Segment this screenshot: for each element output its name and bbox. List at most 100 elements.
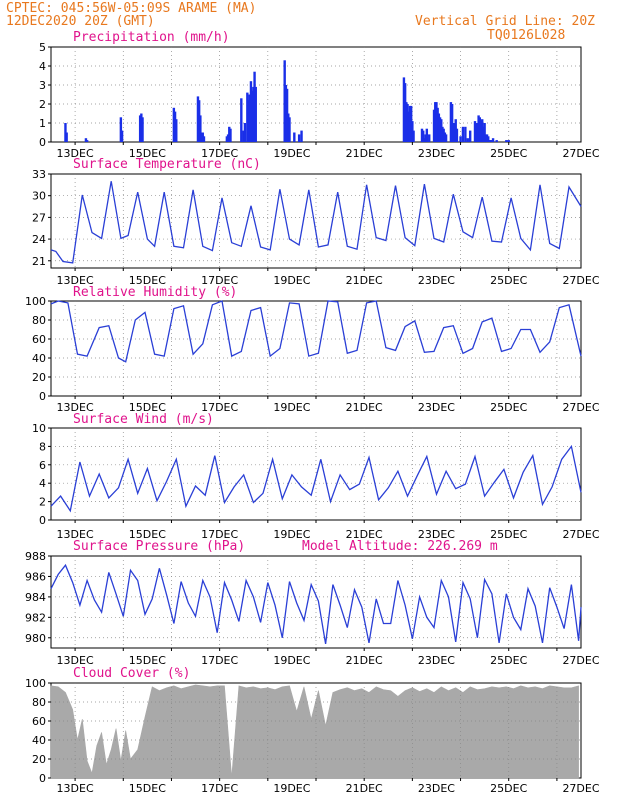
x-tick-label: 27DEC <box>562 528 599 541</box>
precip-bar <box>459 136 462 142</box>
x-tick-label: 21DEC <box>346 782 383 795</box>
y-tick-label: 80 <box>32 314 46 327</box>
x-tick-label: 13DEC <box>57 654 94 667</box>
y-tick-label: 100 <box>25 677 46 690</box>
x-tick-label: 27DEC <box>562 401 599 414</box>
y-tick-label: 982 <box>25 611 46 624</box>
precip-bar <box>225 136 229 142</box>
series-line <box>50 444 582 513</box>
series-line <box>50 563 582 645</box>
precip-bar <box>240 98 243 142</box>
x-tick-label: 27DEC <box>562 274 599 287</box>
x-tick-label: 17DEC <box>201 654 238 667</box>
precip-bar <box>65 132 68 142</box>
precip-bar <box>300 130 303 142</box>
x-tick-label: 15DEC <box>129 401 166 414</box>
precip-bar <box>226 134 230 142</box>
x-tick-label: 17DEC <box>201 528 238 541</box>
precip-bar <box>120 130 124 142</box>
precip-bar <box>287 113 290 142</box>
panel-frame <box>50 173 582 269</box>
x-tick-label: 19DEC <box>273 528 310 541</box>
x-tick-label: 23DEC <box>418 782 455 795</box>
precip-bar <box>409 105 413 142</box>
precip-bar <box>252 86 255 142</box>
x-tick-label: 15DEC <box>129 147 166 160</box>
y-tick-label: 60 <box>32 333 46 346</box>
panel-title: Surface Temperature (nC) <box>73 157 261 172</box>
cloud-cover-area <box>50 684 579 779</box>
precip-bar <box>202 136 206 142</box>
precip-bar <box>466 138 469 142</box>
precip-bar <box>434 102 437 142</box>
precip-bar <box>248 94 251 142</box>
precip-bar <box>254 86 257 142</box>
precip-bar <box>478 117 482 142</box>
precip-bar <box>284 85 288 142</box>
precip-bar <box>464 126 467 142</box>
y-tick-label: 30 <box>32 190 46 203</box>
x-tick-label: 23DEC <box>418 274 455 287</box>
precip-bar <box>408 105 412 142</box>
precip-bar <box>449 102 453 142</box>
precip-bar <box>437 113 441 142</box>
y-tick-label: 986 <box>25 570 46 583</box>
precip-bar <box>432 109 436 142</box>
precip-bar <box>454 119 457 142</box>
y-tick-label: 80 <box>32 696 46 709</box>
precip-bar <box>403 83 407 142</box>
precip-bar <box>442 128 445 142</box>
y-tick-label: 20 <box>32 753 46 766</box>
panel-title: Precipitation (mm/h) <box>73 30 230 45</box>
precip-bar <box>243 123 247 142</box>
x-tick-label: 19DEC <box>273 401 310 414</box>
x-tick-label: 21DEC <box>346 654 383 667</box>
y-tick-label: 20 <box>32 371 46 384</box>
x-tick-label: 15DEC <box>129 654 166 667</box>
header-grid-line: Vertical Grid Line: 20Z <box>415 14 596 29</box>
precip-bar <box>197 100 201 142</box>
x-tick-label: 23DEC <box>418 528 455 541</box>
precip-bar <box>412 130 415 142</box>
precip-bar <box>228 126 231 142</box>
precip-bar <box>138 115 142 142</box>
y-tick-label: 2 <box>39 98 46 111</box>
x-tick-label: 13DEC <box>57 782 94 795</box>
precip-bar <box>246 92 249 142</box>
x-tick-label: 25DEC <box>490 401 527 414</box>
precip-bar <box>422 130 425 142</box>
precip-bar <box>487 136 490 142</box>
precip-bar <box>84 138 88 142</box>
precip-bar <box>288 117 291 142</box>
precip-bar <box>172 107 176 142</box>
precip-bar <box>455 128 459 142</box>
x-tick-label: 23DEC <box>418 147 455 160</box>
x-tick-label: 27DEC <box>562 654 599 667</box>
x-tick-label: 21DEC <box>346 401 383 414</box>
header-station: CPTEC: 045:56W-05:09S ARAME (MA) <box>6 1 257 16</box>
precip-bar <box>140 113 143 142</box>
precip-bar <box>200 132 203 142</box>
x-tick-label: 19DEC <box>273 274 310 287</box>
precip-bar <box>247 100 250 142</box>
precip-bar <box>481 119 484 142</box>
y-tick-label: 8 <box>39 440 46 453</box>
header-model: TQ0126L028 <box>487 28 566 43</box>
x-tick-label: 13DEC <box>57 528 94 541</box>
x-tick-label: 25DEC <box>490 782 527 795</box>
x-tick-label: 15DEC <box>129 782 166 795</box>
precip-bar <box>476 123 479 142</box>
y-tick-label: 3 <box>39 79 46 92</box>
x-tick-label: 27DEC <box>562 782 599 795</box>
y-tick-label: 10 <box>32 422 46 435</box>
precip-bar <box>229 128 232 142</box>
precip-bar <box>175 119 178 142</box>
precip-bar <box>250 90 254 142</box>
precip-bar <box>453 123 456 142</box>
precip-bar <box>201 132 204 142</box>
precip-bar <box>441 126 444 142</box>
precip-bar <box>411 121 414 142</box>
y-tick-label: 2 <box>39 496 46 509</box>
x-tick-label: 21DEC <box>346 147 383 160</box>
y-tick-label: 100 <box>25 295 46 308</box>
